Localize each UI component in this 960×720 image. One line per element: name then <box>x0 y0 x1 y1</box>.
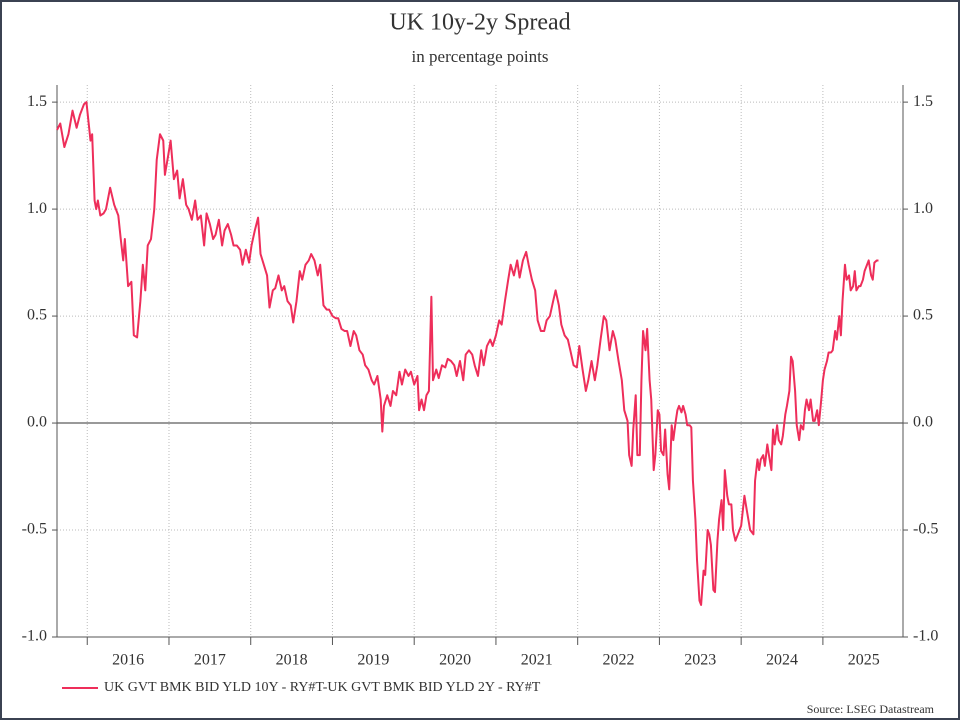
y-tick-label: 0.0 <box>27 414 47 431</box>
x-tick-label: 2016 <box>112 652 144 669</box>
chart-title: UK 10y-2y Spread <box>389 10 570 36</box>
x-tick-label: 2023 <box>684 652 716 669</box>
y-tick-label: 0.5 <box>27 307 47 324</box>
y2-tick-label: 1.5 <box>913 93 933 110</box>
x-tick-label: 2018 <box>276 652 308 669</box>
x-tick-label: 2019 <box>357 652 389 669</box>
y-tick-label: -1.0 <box>22 628 47 645</box>
x-tick-label: 2024 <box>766 652 798 669</box>
y2-tick-label: 0.5 <box>913 307 933 324</box>
data-line <box>56 101 879 606</box>
y2-tick-label: 1.0 <box>913 200 933 217</box>
x-tick-label: 2022 <box>603 652 635 669</box>
legend-label: UK GVT BMK BID YLD 10Y - RY#T-UK GVT BMK… <box>104 680 541 695</box>
y2-tick-label: 0.0 <box>913 414 933 431</box>
source-note: Source: LSEG Datastream <box>807 702 935 716</box>
x-tick-label: 2025 <box>848 652 880 669</box>
y2-tick-label: -1.0 <box>913 628 938 645</box>
x-tick-label: 2021 <box>521 652 553 669</box>
x-tick-label: 2017 <box>194 652 226 669</box>
chart-subtitle: in percentage points <box>412 47 549 66</box>
y-tick-label: 1.5 <box>27 93 47 110</box>
y2-tick-label: -0.5 <box>913 521 938 538</box>
y-tick-label: -0.5 <box>22 521 47 538</box>
y-tick-label: 1.0 <box>27 200 47 217</box>
x-tick-label: 2020 <box>439 652 471 669</box>
